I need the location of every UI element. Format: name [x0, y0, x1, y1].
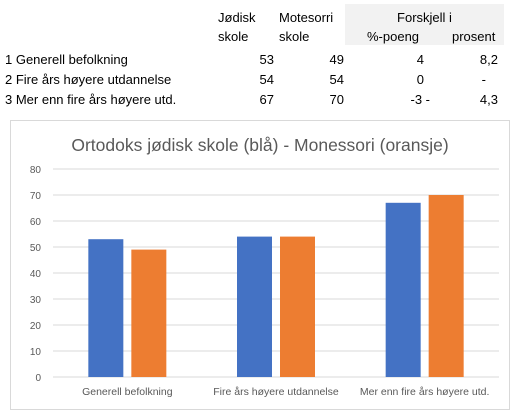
header-difference-points: %-poeng	[367, 29, 420, 44]
bar-series-1-1	[88, 239, 124, 377]
row-3-school1: 67	[259, 92, 274, 107]
y-tick-label: 20	[30, 321, 42, 332]
header-difference-percent: prosent	[452, 29, 496, 44]
row-2-points: 0	[416, 72, 424, 87]
row-2-school1: 54	[259, 72, 274, 87]
bar-series-2-3	[428, 195, 464, 377]
row-1-points: 4	[416, 52, 424, 67]
row-1-label: 1 Generell befolkning	[5, 52, 128, 67]
row-1-percent: 8,2	[479, 52, 498, 67]
bar-series-1-2	[237, 236, 272, 377]
bar-series-1-3	[385, 202, 421, 377]
row-3-percent: 4,3	[479, 92, 498, 107]
row-1-school2: 49	[329, 52, 344, 67]
row-1-school1: 53	[259, 52, 274, 67]
y-tick-label: 60	[30, 217, 42, 228]
row-3-school2: 70	[329, 92, 344, 107]
y-tick-label: 50	[30, 243, 42, 254]
x-category-label: Generell befolkning	[82, 386, 173, 398]
y-tick-label: 70	[30, 191, 42, 202]
bar-chart: Ortodoks jødisk skole (blå) - Monessori …	[10, 120, 510, 410]
y-tick-label: 0	[35, 373, 41, 384]
bar-series-2-2	[280, 236, 315, 377]
header-school2-line2: skole	[279, 29, 310, 44]
bar-series-2-1	[131, 249, 167, 377]
header-school1-line1: Jødisk	[218, 10, 256, 25]
chart-title: Ortodoks jødisk skole (blå) - Monessori …	[71, 135, 448, 155]
row-2-percent: -	[481, 72, 486, 87]
bars	[88, 195, 464, 377]
y-tick-label: 30	[30, 295, 42, 306]
difference-header-shading	[345, 4, 504, 45]
summary-table: Jødisk skole Motesorri skole Forskjell i…	[0, 0, 512, 112]
x-category-label: Fire års høyere utdannelse	[213, 386, 339, 398]
header-school1-line2: skole	[218, 29, 249, 44]
y-tick-label: 10	[30, 347, 42, 358]
y-tick-label: 80	[30, 165, 42, 176]
bar-chart-svg: Ortodoks jødisk skole (blå) - Monessori …	[30, 135, 499, 398]
y-axis-ticks: 0 10 20 30 40 50 60 70 80	[30, 165, 42, 384]
row-2-school2: 54	[329, 72, 344, 87]
header-school2-line1: Motesorri	[279, 10, 334, 25]
row-3-label: 3 Mer enn fire års høyere utd.	[5, 92, 177, 107]
gridlines	[53, 168, 499, 378]
x-category-label: Mer enn fire års høyere utd.	[360, 386, 490, 398]
row-3-points: -3 -	[410, 92, 431, 107]
header-difference-group: Forskjell i	[397, 10, 452, 25]
row-2-label: 2 Fire års høyere utdannelse	[5, 72, 172, 87]
y-tick-label: 40	[30, 269, 42, 280]
x-axis-labels: Generell befolkning Fire års høyere utdan…	[82, 386, 489, 398]
